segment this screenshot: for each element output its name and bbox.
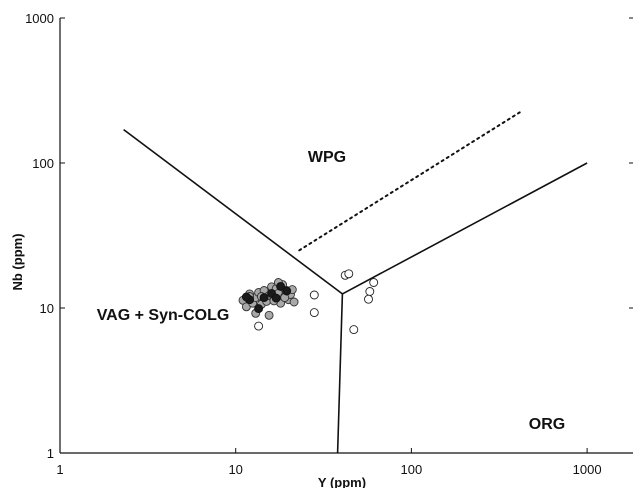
region-label: VAG + Syn-COLG (97, 307, 230, 324)
data-point-black (271, 293, 281, 303)
data-point-white (254, 321, 264, 331)
data-point-black (254, 304, 264, 314)
boundary-line (123, 128, 343, 295)
data-point-gray (289, 297, 299, 307)
x-tick-label: 10 (228, 462, 242, 477)
boundary-dotted-line (298, 109, 524, 252)
x-tick-label: 1000 (573, 462, 602, 477)
data-point-black (276, 281, 286, 291)
y-tick-label: 1 (47, 446, 54, 461)
data-point-white (344, 269, 354, 279)
region-label: WPG (308, 149, 346, 166)
boundary-line (336, 293, 344, 454)
data-point-white (349, 325, 359, 335)
y-tick-label: 1000 (25, 11, 54, 26)
data-point-black (282, 286, 292, 296)
boundary-line (342, 162, 588, 295)
y-axis-title: Nb (ppm) (10, 233, 25, 290)
region-label: ORG (529, 416, 565, 433)
y-tick-label: 10 (40, 301, 54, 316)
x-tick-label: 1 (56, 462, 63, 477)
data-point-white (309, 290, 319, 300)
data-point-gray (264, 310, 274, 320)
y-tick-label: 100 (32, 156, 54, 171)
data-point-white (369, 278, 379, 287)
data-point-black (259, 293, 269, 303)
data-point-white (364, 294, 373, 304)
x-axis-title: Y (ppm) (318, 475, 366, 488)
data-point-white (309, 308, 319, 318)
data-point-white (365, 287, 375, 296)
data-point-black (241, 292, 251, 302)
x-tick-label: 100 (401, 462, 423, 477)
